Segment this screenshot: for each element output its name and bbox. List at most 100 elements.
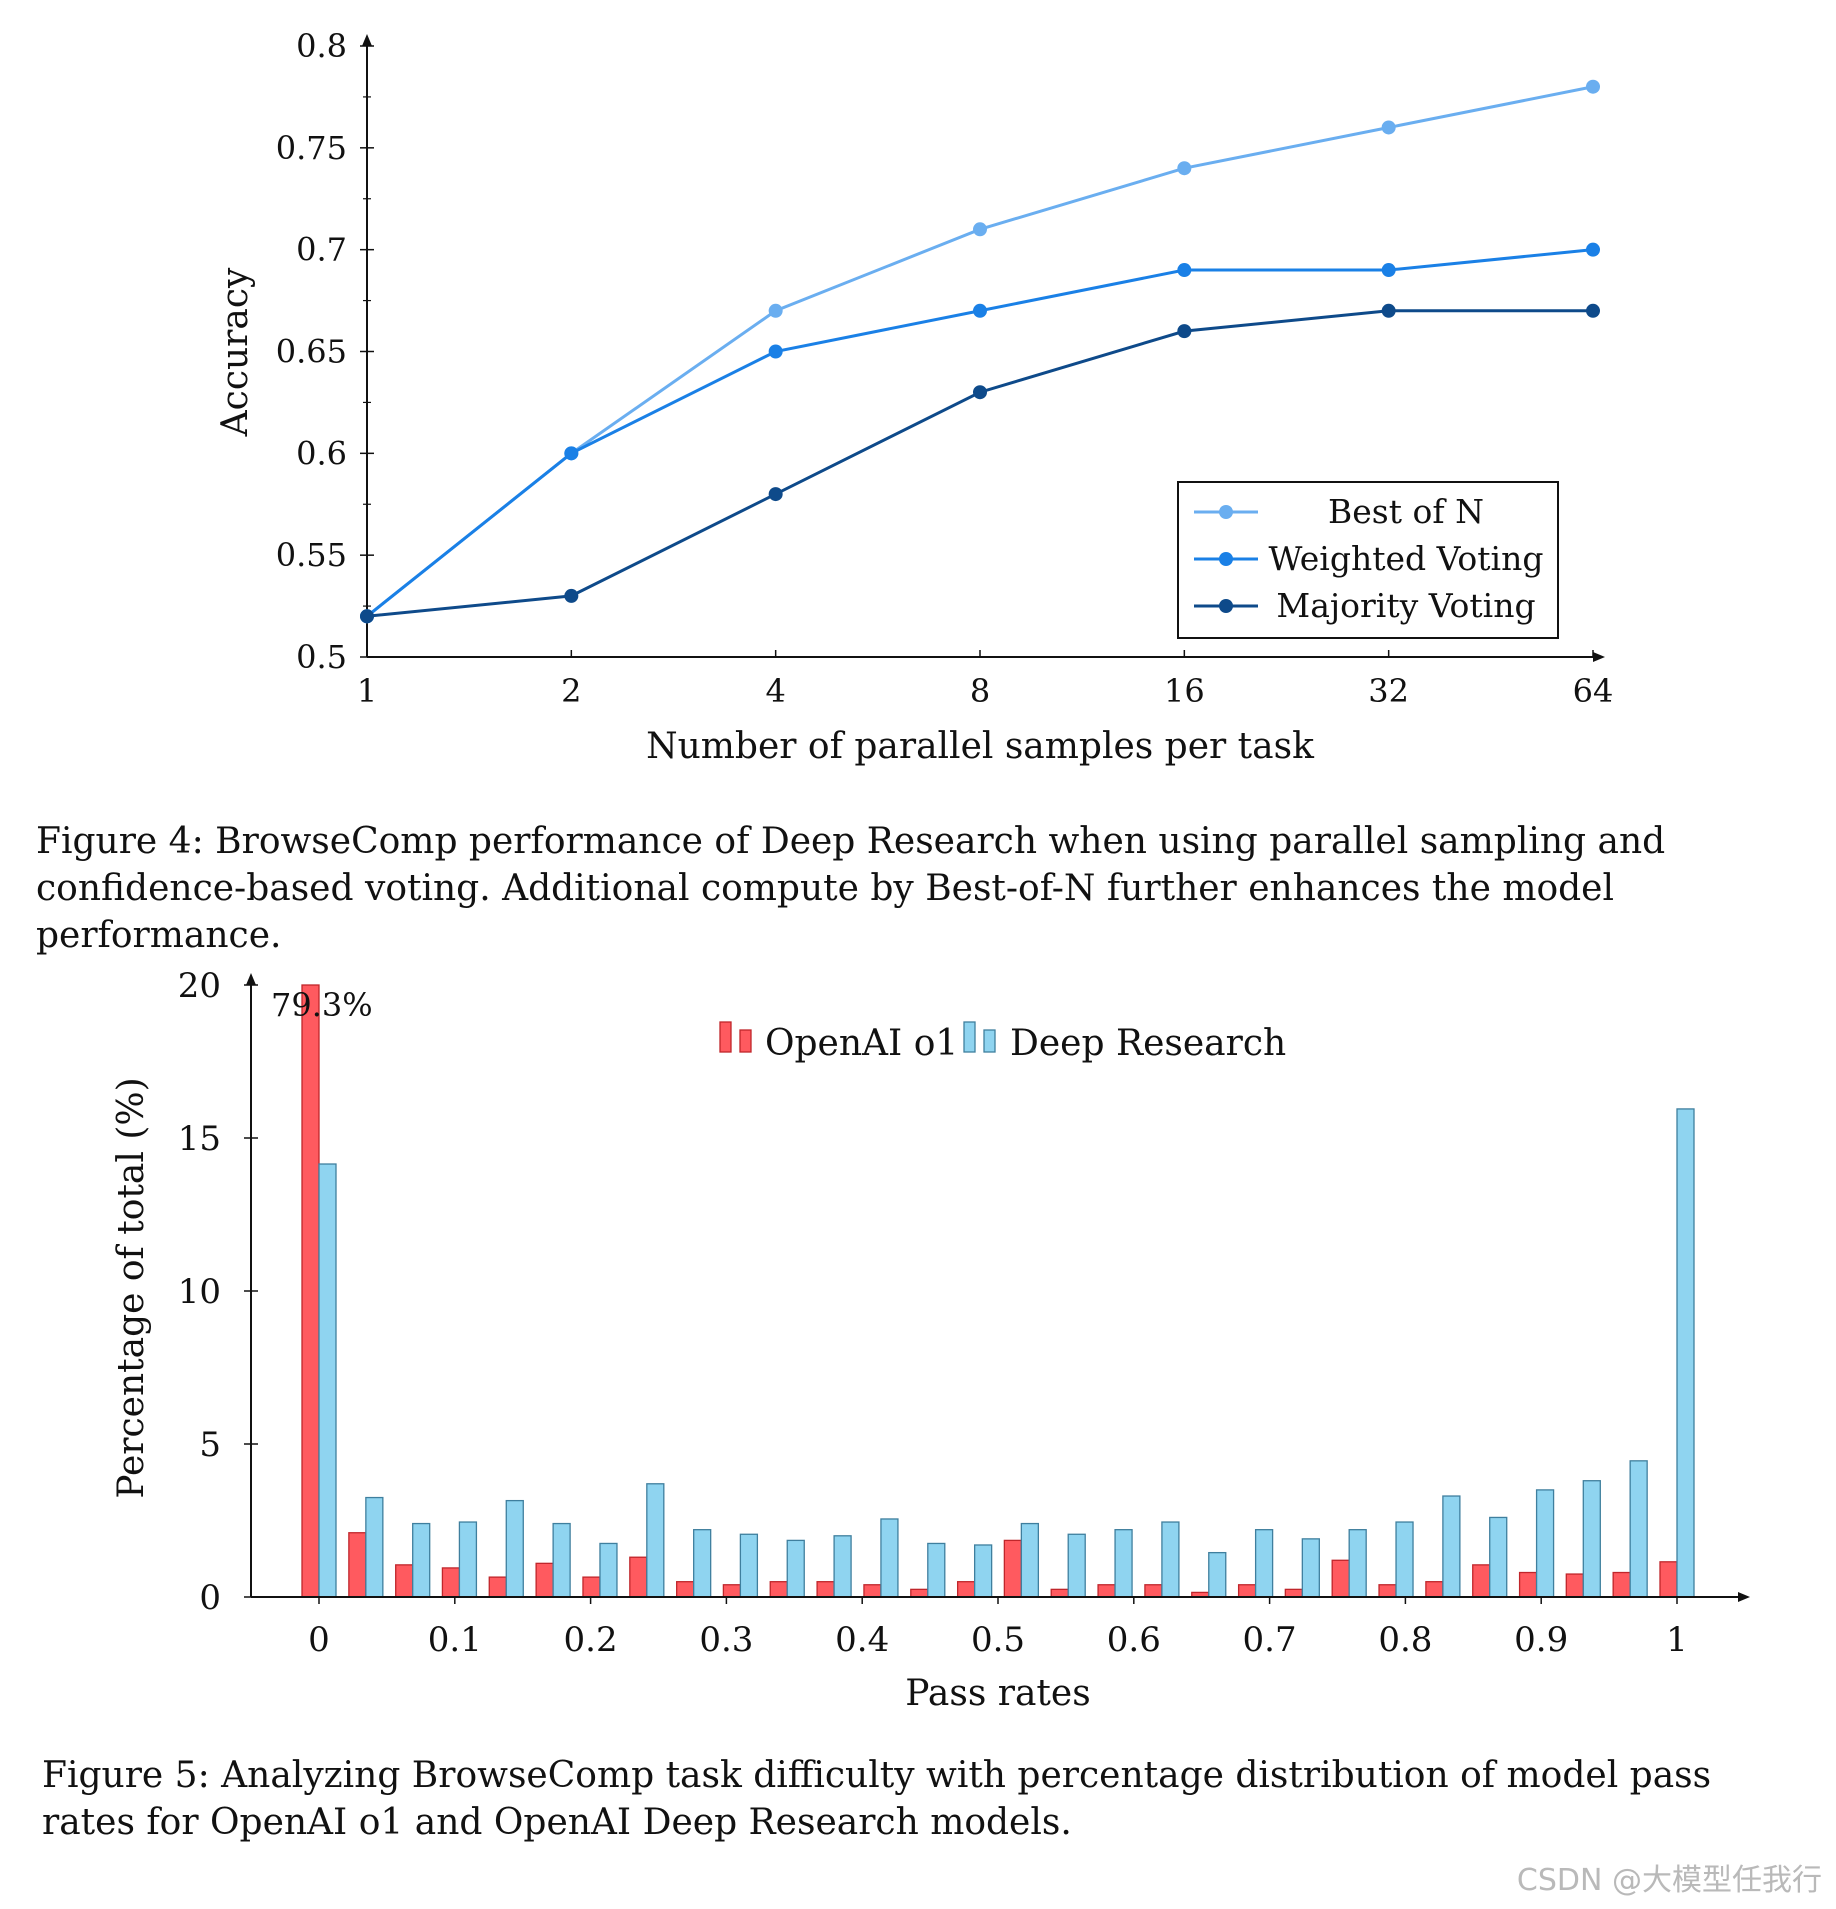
bar xyxy=(1208,1551,1227,1598)
bar xyxy=(693,1529,712,1598)
bar xyxy=(1612,1571,1631,1598)
accuracy-line-chart: 0.5 0.55 0.6 0.65 0.7 0.75 0.8 1 2 4 8 16 32 64 Number… xyxy=(215,27,1613,767)
figure-5-caption: Figure 5: Analyzing BrowseComp task diff… xyxy=(42,1755,1712,1843)
bar xyxy=(1003,1539,1023,1598)
x-tick-label: 0.9 xyxy=(1514,1620,1568,1660)
bar xyxy=(1378,1584,1397,1598)
x-tick-label: 0.1 xyxy=(428,1620,482,1660)
bar xyxy=(1301,1538,1320,1598)
legend-marker xyxy=(1219,505,1233,519)
x-tick-label: 2 xyxy=(561,672,581,710)
x-tick-label: 32 xyxy=(1368,672,1409,710)
bar xyxy=(1050,1588,1069,1598)
bar xyxy=(582,1576,601,1598)
bar xyxy=(629,1556,648,1598)
data-point xyxy=(564,588,579,603)
bar xyxy=(1425,1581,1444,1598)
data-point xyxy=(973,222,987,237)
y-tick-label: 0.65 xyxy=(276,333,347,371)
x-tick-label: 0.2 xyxy=(564,1620,618,1660)
bar xyxy=(1629,1460,1648,1598)
bar xyxy=(412,1522,431,1598)
bar xyxy=(1518,1571,1538,1598)
bar xyxy=(910,1588,929,1598)
bar xyxy=(1114,1529,1133,1598)
bar xyxy=(1472,1564,1491,1598)
bar xyxy=(973,1544,993,1598)
bar xyxy=(1284,1588,1303,1598)
data-point xyxy=(1177,161,1192,176)
data-point xyxy=(1586,79,1600,94)
bar xyxy=(301,984,320,1598)
data-point xyxy=(360,609,374,624)
x-axis-arrow xyxy=(1738,1592,1750,1602)
y-tick-label: 0 xyxy=(199,1578,221,1618)
legend-marker xyxy=(1219,552,1233,566)
y-axis-arrow xyxy=(246,973,256,985)
data-point xyxy=(973,385,987,400)
legend-label: Majority Voting xyxy=(1276,586,1535,625)
legend-swatch xyxy=(719,1021,732,1053)
bar xyxy=(1161,1521,1180,1598)
x-tick-label: 0.7 xyxy=(1243,1620,1297,1660)
y-tick-label: 5 xyxy=(199,1425,221,1465)
data-point xyxy=(973,303,987,318)
watermark: CSDN @大模型任我行 xyxy=(1516,1863,1822,1898)
y-tick-label: 0.5 xyxy=(296,638,347,676)
x-tick-label: 1 xyxy=(357,672,377,710)
data-point xyxy=(1177,263,1192,278)
bar xyxy=(535,1562,554,1598)
bar xyxy=(880,1518,899,1598)
data-point xyxy=(768,344,783,359)
bar xyxy=(956,1581,976,1598)
legend-swatch xyxy=(963,1021,976,1053)
data-point xyxy=(1586,242,1600,257)
bar xyxy=(927,1542,946,1598)
y-tick-label: 0.55 xyxy=(276,536,347,574)
bar xyxy=(1582,1480,1601,1598)
bar xyxy=(599,1542,618,1598)
bar xyxy=(488,1576,507,1598)
bar xyxy=(676,1581,695,1598)
bar xyxy=(458,1521,478,1598)
x-tick-label: 0.3 xyxy=(699,1620,753,1660)
data-point xyxy=(1586,303,1600,318)
x-axis-arrow xyxy=(1593,652,1605,662)
y-tick-label: 0.6 xyxy=(296,434,347,472)
bar xyxy=(505,1499,524,1598)
bar xyxy=(1395,1521,1414,1598)
bar xyxy=(1254,1529,1274,1598)
bar xyxy=(722,1584,742,1598)
legend-label: OpenAI o1 xyxy=(765,1023,958,1064)
y-axis-label: Percentage of total (%) xyxy=(111,1077,152,1498)
x-tick-label: 0 xyxy=(308,1620,330,1660)
bar xyxy=(1676,1108,1695,1598)
bar xyxy=(1144,1584,1163,1598)
legend-swatch xyxy=(739,1029,752,1053)
x-axis-label: Number of parallel samples per task xyxy=(646,726,1315,767)
bar xyxy=(552,1522,571,1598)
data-point xyxy=(1177,324,1192,339)
data-point xyxy=(1381,303,1396,318)
data-point xyxy=(1381,263,1396,278)
bar xyxy=(365,1496,384,1598)
x-tick-label: 4 xyxy=(765,672,785,710)
x-axis-label: Pass rates xyxy=(905,1673,1090,1714)
y-tick-label: 20 xyxy=(178,966,221,1006)
y-tick-label: 15 xyxy=(178,1119,221,1159)
bar xyxy=(1020,1522,1040,1598)
bar xyxy=(646,1483,665,1598)
legend-label: Deep Research xyxy=(1010,1023,1286,1064)
clipped-bar-annotation: 79.3% xyxy=(271,986,373,1024)
bar xyxy=(441,1567,461,1598)
data-point xyxy=(1381,120,1396,135)
legend-marker xyxy=(1219,599,1233,613)
bar xyxy=(833,1535,852,1598)
bar xyxy=(863,1584,882,1598)
data-point xyxy=(768,303,783,318)
x-tick-label: 1 xyxy=(1666,1620,1688,1660)
bar xyxy=(816,1581,835,1598)
bar xyxy=(739,1533,759,1598)
legend-swatch xyxy=(983,1029,996,1053)
